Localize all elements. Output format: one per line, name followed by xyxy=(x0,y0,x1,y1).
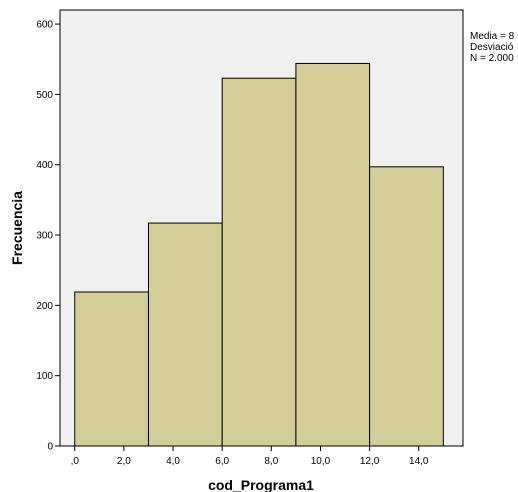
x-tick-label: ,0 xyxy=(71,456,80,467)
x-tick-label: 4,0 xyxy=(166,456,180,467)
x-tick-label: 12,0 xyxy=(360,456,380,467)
y-tick-label: 300 xyxy=(36,231,53,242)
y-tick-label: 0 xyxy=(47,442,53,453)
y-tick-label: 400 xyxy=(36,160,53,171)
x-tick-label: 10,0 xyxy=(311,456,331,467)
histogram-bar-0 xyxy=(74,291,149,447)
y-tick-label: 100 xyxy=(36,371,53,382)
y-tick-label: 600 xyxy=(36,20,53,31)
stats-deviation: Desviació xyxy=(470,42,514,53)
x-tick-label: 14,0 xyxy=(409,456,429,467)
stats-n: N = 2.000 xyxy=(470,53,514,64)
y-tick-label: 500 xyxy=(36,90,53,101)
histogram-bar-1 xyxy=(147,222,223,447)
y-axis: 0 100 200 300 400 500 600 xyxy=(36,20,60,453)
bars-group xyxy=(74,62,444,447)
histogram-bar-2 xyxy=(221,77,297,447)
histogram-bar-3 xyxy=(295,62,371,447)
stats-box: Media = 8 Desviació N = 2.000 xyxy=(470,31,518,64)
x-tick-label: 8,0 xyxy=(264,456,278,467)
x-tick-label: 2,0 xyxy=(117,456,131,467)
y-tick-label: 200 xyxy=(36,301,53,312)
x-axis-title: cod_Programa1 xyxy=(208,477,314,492)
y-axis-title: Frecuencia xyxy=(9,191,25,265)
x-axis: ,0 2,0 4,0 6,0 8,0 10,0 12,0 14,0 xyxy=(71,446,429,467)
x-tick-label: 6,0 xyxy=(215,456,229,467)
histogram-bar-4 xyxy=(369,166,444,447)
stats-mean: Media = 8 xyxy=(470,31,515,42)
